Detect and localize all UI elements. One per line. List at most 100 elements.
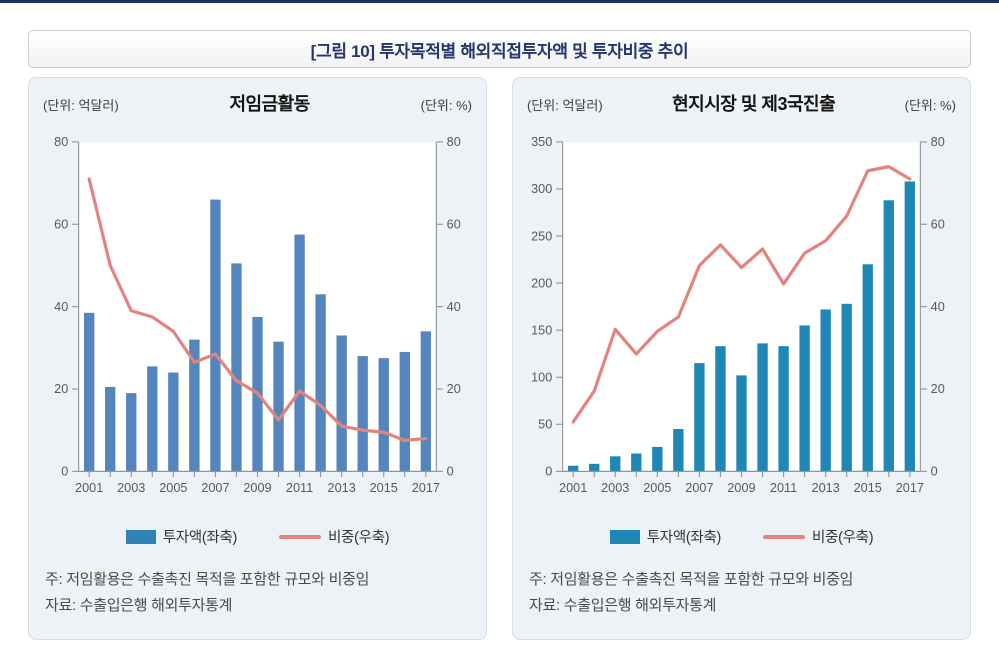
chart-notes: 주: 저임활용은 수출촉진 목적을 포함한 규모와 비중임 자료: 수출입은행 … [525, 567, 958, 618]
note-line: 주: 저임활용은 수출촉진 목적을 포함한 규모와 비중임 [45, 571, 370, 588]
bar-2005 [652, 446, 663, 472]
bar-2006 [189, 339, 200, 472]
y-tick-label-left: 350 [531, 135, 552, 149]
chart-panels: (단위: 억달러) 저임금활동 (단위: %) 0 20 40 60 80 0 20 40 60… [28, 77, 971, 640]
x-tick-label: 2013 [812, 481, 840, 495]
y-tick-label-right: 80 [447, 135, 461, 149]
x-tick-label: 2009 [243, 481, 271, 495]
y-tick-label-left: 300 [531, 182, 552, 196]
y-axis-right-ticks: 0 20 40 60 80 [436, 135, 461, 479]
bar-2003 [610, 456, 621, 472]
bar-2004 [147, 366, 158, 472]
y-tick-label-right: 60 [931, 218, 945, 232]
x-tick-label: 2003 [117, 481, 145, 495]
chart-title: 현지시장 및 제3국진출 [672, 94, 836, 114]
y-tick-label-right: 0 [447, 465, 454, 479]
x-axis-ticks: 2001 2003 2005 2007 2009 2011 2013 2015 2017 [559, 471, 924, 495]
bar-2008 [715, 346, 726, 472]
bar-2011 [778, 346, 789, 472]
bar-2010 [273, 341, 284, 472]
y-tick-label-left: 0 [61, 465, 68, 479]
y-tick-label-left: 200 [531, 276, 552, 290]
bar-swatch-icon [125, 529, 156, 544]
top-rule [0, 0, 999, 3]
bar-2012 [315, 294, 326, 472]
source-line: 자료: 수출입은행 해외투자통계 [45, 596, 233, 614]
y-tick-label-left: 60 [54, 218, 68, 232]
x-tick-label: 2013 [328, 481, 356, 495]
bar-2001 [567, 465, 579, 472]
x-axis-ticks: 2001 2003 2005 2007 2009 2011 2013 2015 2017 [75, 471, 440, 495]
bar-2014 [357, 356, 368, 472]
y-tick-label-left: 100 [531, 370, 552, 384]
legend-label-investment: 투자액(좌축) [162, 530, 238, 546]
bar-2005 [168, 372, 179, 472]
share-line [87, 177, 428, 443]
chart-panel-low-wage: (단위: 억달러) 저임금활동 (단위: %) 0 20 40 60 80 0 20 40 60… [28, 77, 487, 640]
right-axis-unit-label: (단위: %) [420, 98, 472, 113]
y-tick-label-left: 40 [54, 300, 68, 314]
line-swatch-icon [763, 534, 806, 539]
bar-2008 [231, 263, 242, 472]
bar-2009 [736, 375, 747, 472]
x-tick-label: 2015 [854, 481, 882, 495]
bar-2006 [673, 429, 684, 472]
right-axis-unit-label: (단위: %) [904, 98, 956, 113]
x-tick-label: 2005 [159, 481, 187, 495]
bar-swatch-icon [609, 529, 640, 544]
y-axis-left-ticks: 0 50 100 150 200 250 300 350 [531, 135, 563, 479]
bar-2012 [799, 325, 810, 472]
y-tick-label-right: 40 [447, 300, 461, 314]
bar-2011 [294, 234, 305, 472]
x-tick-label: 2007 [201, 481, 229, 495]
x-tick-label: 2005 [643, 481, 671, 495]
bar-2015 [378, 358, 389, 472]
note-line: 주: 저임활용은 수출촉진 목적을 포함한 규모와 비중임 [529, 571, 854, 588]
figure-title-box: [그림 10] 투자목적별 해외직접투자액 및 투자비중 추이 [28, 30, 971, 68]
y-tick-label-left: 0 [545, 465, 552, 479]
y-tick-label-right: 80 [931, 135, 945, 149]
y-tick-label-right: 0 [931, 465, 938, 479]
y-tick-label-right: 40 [931, 300, 945, 314]
legend-item-share: 비중(우축) [279, 526, 390, 547]
y-axis-left-ticks: 0 20 40 60 80 [54, 135, 79, 479]
x-tick-label: 2011 [770, 481, 797, 495]
share-line [571, 165, 912, 424]
bar-2003 [126, 393, 137, 472]
legend-item-share: 비중(우축) [763, 526, 874, 547]
left-axis-unit-label: (단위: 억달러) [43, 98, 119, 113]
chart-notes: 주: 저임활용은 수출촉진 목적을 포함한 규모와 비중임 자료: 수출입은행 … [41, 567, 474, 618]
bar-2004 [631, 453, 642, 472]
x-tick-label: 2001 [559, 481, 587, 495]
y-tick-label-right: 20 [931, 382, 945, 396]
line-swatch-icon [279, 534, 322, 539]
x-tick-label: 2009 [727, 481, 755, 495]
x-tick-label: 2015 [370, 481, 398, 495]
legend-item-investment: 투자액(좌축) [609, 526, 722, 547]
bar-2016 [883, 200, 894, 472]
y-tick-label-left: 50 [538, 418, 552, 432]
chart-header: (단위: 억달러) 현지시장 및 제3국진출 (단위: %) [525, 90, 958, 116]
x-tick-label: 2003 [601, 481, 629, 495]
y-tick-label-left: 150 [531, 323, 552, 337]
bars-group [567, 181, 916, 472]
bar-2013 [336, 335, 347, 472]
x-tick-label: 2017 [412, 481, 440, 495]
bar-2016 [399, 351, 410, 472]
y-axis-right-ticks: 0 20 40 60 80 [920, 135, 945, 479]
bar-2001 [83, 312, 95, 472]
legend-label-investment: 투자액(좌축) [646, 530, 722, 546]
chart-legend: 투자액(좌축) 비중(우축) [525, 526, 958, 547]
legend-label-share: 비중(우축) [328, 530, 390, 546]
bar-2010 [757, 343, 768, 472]
x-tick-label: 2001 [75, 481, 103, 495]
figure-title: [그림 10] 투자목적별 해외직접투자액 및 투자비중 추이 [310, 41, 689, 61]
bar-2002 [105, 386, 116, 472]
chart-header: (단위: 억달러) 저임금활동 (단위: %) [41, 90, 474, 116]
y-tick-label-right: 60 [447, 218, 461, 232]
bar-2017 [420, 331, 432, 472]
x-tick-label: 2017 [896, 481, 924, 495]
bar-2007 [694, 363, 705, 472]
